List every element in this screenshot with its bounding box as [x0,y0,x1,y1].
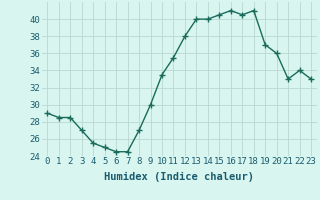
X-axis label: Humidex (Indice chaleur): Humidex (Indice chaleur) [104,172,254,182]
